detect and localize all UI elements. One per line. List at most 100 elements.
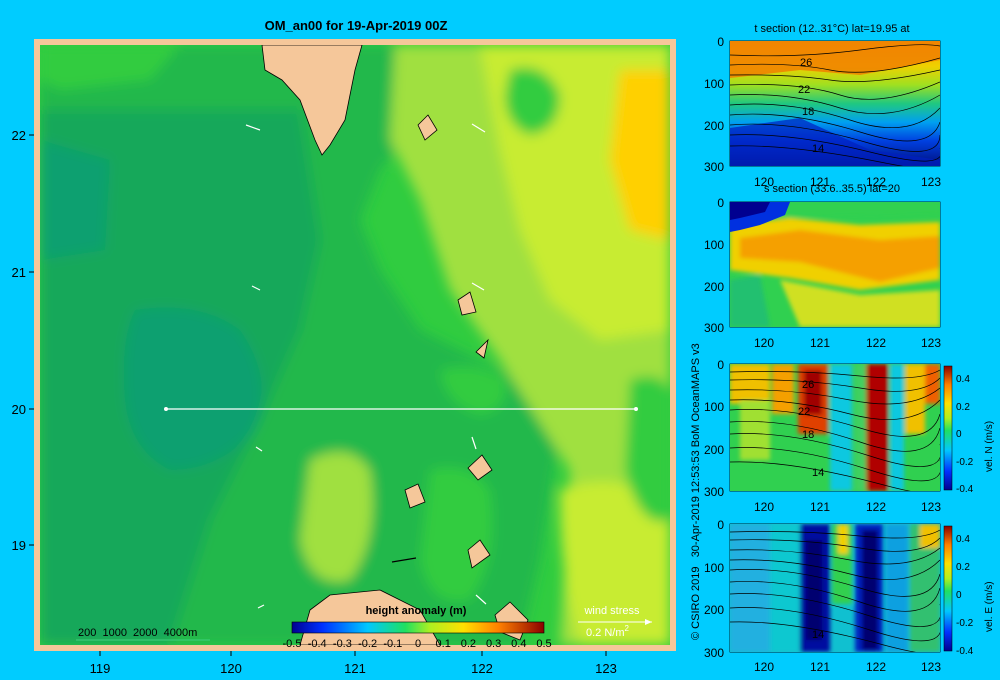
s-section-panel: s section (33.6..35.5) lat=20 0 100 200 … <box>704 183 941 350</box>
lon-tick: 120 <box>220 661 242 676</box>
colorbar-tick: 0.4 <box>511 638 526 650</box>
vel-e-colorbar <box>943 525 953 652</box>
depth-tick: 100 <box>704 400 724 414</box>
colorbar-tick: -0.3 <box>333 638 352 650</box>
map-lon-ticks: 119 120 121 122 123 <box>90 661 617 676</box>
contour-label: 26 <box>800 57 812 69</box>
lon-tick: 121 <box>810 660 830 674</box>
lon-tick: 120 <box>754 660 774 674</box>
depth-tick: 200 <box>704 603 724 617</box>
cb-tick: -0.4 <box>956 484 974 495</box>
colorbar-tick: -0.5 <box>283 638 302 650</box>
colorbar-tick: 0 <box>415 638 421 650</box>
depth-tick: 200 <box>704 443 724 457</box>
lon-tick: 122 <box>471 661 493 676</box>
lon-tick: 122 <box>866 336 886 350</box>
cb-tick: 0.4 <box>956 534 970 545</box>
cb-tick: 0 <box>956 429 962 440</box>
depth-tick: 200 <box>704 119 724 133</box>
colorbar-tick: 0.1 <box>436 638 451 650</box>
cb-tick: -0.2 <box>956 457 974 468</box>
lon-tick: 121 <box>810 500 830 514</box>
lon-tick: 121 <box>810 336 830 350</box>
colorbar-tick: -0.2 <box>358 638 377 650</box>
lon-tick: 122 <box>866 175 886 189</box>
lon-tick: 122 <box>866 660 886 674</box>
depth-tick: 100 <box>704 238 724 252</box>
contour-label: 14 <box>812 467 824 479</box>
cb-label: vel. N (m/s) <box>984 421 995 472</box>
colorbar-tick: -0.4 <box>308 638 327 650</box>
lon-tick: 122 <box>866 500 886 514</box>
depth-tick: 300 <box>704 321 724 335</box>
panel-title: s section (33.6..35.5) lat=20 <box>764 183 900 195</box>
lon-tick: 121 <box>344 661 366 676</box>
vel-n-panel: 26 22 18 14 0 100 200 300 120 121 122 12… <box>704 358 995 514</box>
cb-tick: 0.2 <box>956 562 970 573</box>
t-section-panel: t section (12..31°C) lat=19.95 at 26 22 <box>704 23 941 189</box>
depth-tick: 0 <box>717 35 724 49</box>
wind-stress-scale: 0.2 N/m2 <box>586 624 630 639</box>
lon-tick: 123 <box>921 500 941 514</box>
lon-tick: 123 <box>921 660 941 674</box>
island <box>404 483 426 509</box>
lat-tick: 21 <box>12 265 26 280</box>
wind-stress-label: wind stress <box>583 605 640 617</box>
colorbar-tick: -0.1 <box>383 638 402 650</box>
depth-tick: 300 <box>704 485 724 499</box>
vel-n-colorbar <box>943 365 953 491</box>
depth-tick: 0 <box>717 196 724 210</box>
depth-tick: 0 <box>717 358 724 372</box>
island <box>475 338 489 359</box>
depth-tick: 200 <box>704 280 724 294</box>
figure-title: OM_an00 for 19-Apr-2019 00Z <box>265 18 448 33</box>
lat-tick: 20 <box>12 402 26 417</box>
colorbar-tick: 0.3 <box>486 638 501 650</box>
contour-label: 18 <box>802 106 814 118</box>
height-colorbar: height anomaly (m) -0.5 -0.4 -0.3 -0.2 -0.1 0… <box>283 605 552 650</box>
taiwan-land <box>261 45 363 156</box>
cb-tick: -0.2 <box>956 618 974 629</box>
cb-tick: 0 <box>956 590 962 601</box>
colorbar-tick: 0.2 <box>461 638 476 650</box>
depth-tick: 100 <box>704 77 724 91</box>
colorbar-title: height anomaly (m) <box>366 605 467 617</box>
cb-label: vel. E (m/s) <box>984 581 995 632</box>
map-lat-ticks: 22 21 20 19 <box>12 128 26 553</box>
island <box>467 454 493 481</box>
contour-label: 14 <box>812 629 824 641</box>
lat-tick: 19 <box>12 538 26 553</box>
cb-tick: 0.4 <box>956 374 970 385</box>
lon-tick: 121 <box>810 175 830 189</box>
lon-tick: 120 <box>754 336 774 350</box>
lon-tick: 123 <box>921 175 941 189</box>
credit-text: © CSIRO 2019 30-Apr-2019 12:53:53 BoM Oc… <box>690 343 702 640</box>
cb-tick: -0.4 <box>956 646 974 657</box>
island <box>457 291 477 316</box>
colorbar-tick: 0.5 <box>536 638 551 650</box>
island <box>417 114 438 141</box>
cb-tick: 0.2 <box>956 402 970 413</box>
contour-label: 18 <box>802 429 814 441</box>
depth-legend: 200 1000 2000 4000m <box>78 627 197 639</box>
contour-label: 22 <box>798 406 810 418</box>
height-anomaly-map: 119 120 121 122 123 22 21 20 19 200 1000… <box>12 39 676 676</box>
lon-tick: 119 <box>90 661 111 676</box>
contour-label: 14 <box>812 143 824 155</box>
contour-label: 22 <box>798 84 810 96</box>
lon-tick: 123 <box>595 661 617 676</box>
panel-title: t section (12..31°C) lat=19.95 at <box>754 23 909 35</box>
lon-tick: 120 <box>754 175 774 189</box>
vel-e-panel: 14 0 100 200 300 120 121 122 123 0.4 0.2… <box>704 518 995 674</box>
island <box>467 539 491 569</box>
depth-tick: 300 <box>704 646 724 660</box>
lon-tick: 120 <box>754 500 774 514</box>
contour-label: 26 <box>802 379 814 391</box>
depth-tick: 0 <box>717 518 724 532</box>
lon-tick: 123 <box>921 336 941 350</box>
depth-tick: 100 <box>704 561 724 575</box>
section-line <box>164 407 638 411</box>
lat-tick: 22 <box>12 128 26 143</box>
depth-tick: 300 <box>704 160 724 174</box>
